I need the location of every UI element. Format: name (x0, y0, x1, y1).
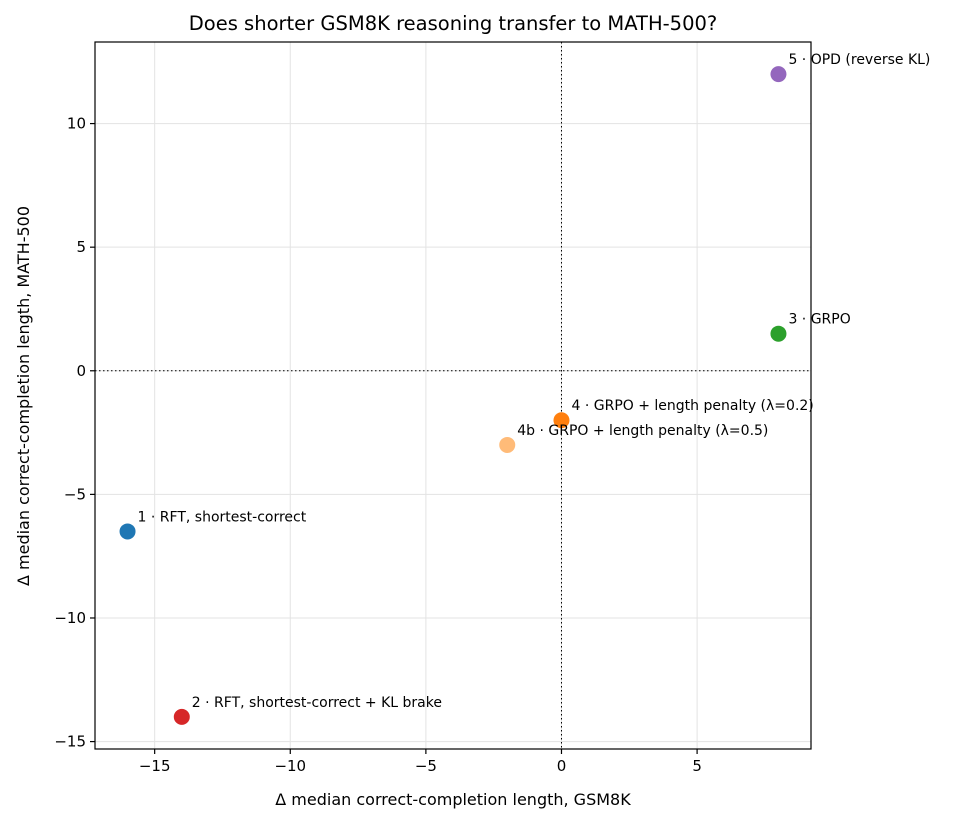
point-label: 2 · RFT, shortest-correct + KL brake (192, 695, 442, 711)
point-label: 4 · GRPO + length penalty (λ=0.2) (571, 398, 813, 414)
plot-frame (94, 41, 812, 750)
data-points (119, 66, 787, 725)
x-tick-label: −15 (139, 757, 171, 775)
y-tick-label: −5 (64, 485, 86, 503)
axis-ticks: −15 −10 −5 0 5 −15 −10 −5 0 5 10 (54, 115, 702, 775)
y-tick-label: 10 (67, 115, 86, 133)
x-tick-label: 5 (692, 757, 702, 775)
chart-title: Does shorter GSM8K reasoning transfer to… (189, 12, 717, 35)
data-point (499, 436, 516, 453)
grid (95, 42, 811, 749)
y-tick-label: 0 (76, 362, 86, 380)
data-point (119, 523, 136, 540)
x-tick-label: −10 (274, 757, 306, 775)
x-axis-title: Δ median correct-completion length, GSM8… (275, 790, 631, 809)
point-labels: 1 · RFT, shortest-correct 2 · RFT, shorte… (138, 52, 931, 711)
point-label: 3 · GRPO (788, 312, 850, 328)
data-point (770, 325, 787, 342)
data-point (770, 66, 787, 83)
data-point (173, 708, 190, 725)
x-tick-label: 0 (557, 757, 567, 775)
y-tick-label: −15 (54, 733, 86, 751)
point-label: 5 · OPD (reverse KL) (788, 52, 930, 68)
point-label: 1 · RFT, shortest-correct (138, 509, 307, 525)
point-label: 4b · GRPO + length penalty (λ=0.5) (517, 423, 768, 439)
data-point (553, 412, 570, 429)
y-axis-title: Δ median correct-completion length, MATH… (14, 206, 33, 586)
y-tick-label: −10 (54, 609, 86, 627)
y-tick-label: 5 (76, 238, 86, 256)
x-tick-label: −5 (415, 757, 437, 775)
reference-lines (95, 42, 811, 749)
